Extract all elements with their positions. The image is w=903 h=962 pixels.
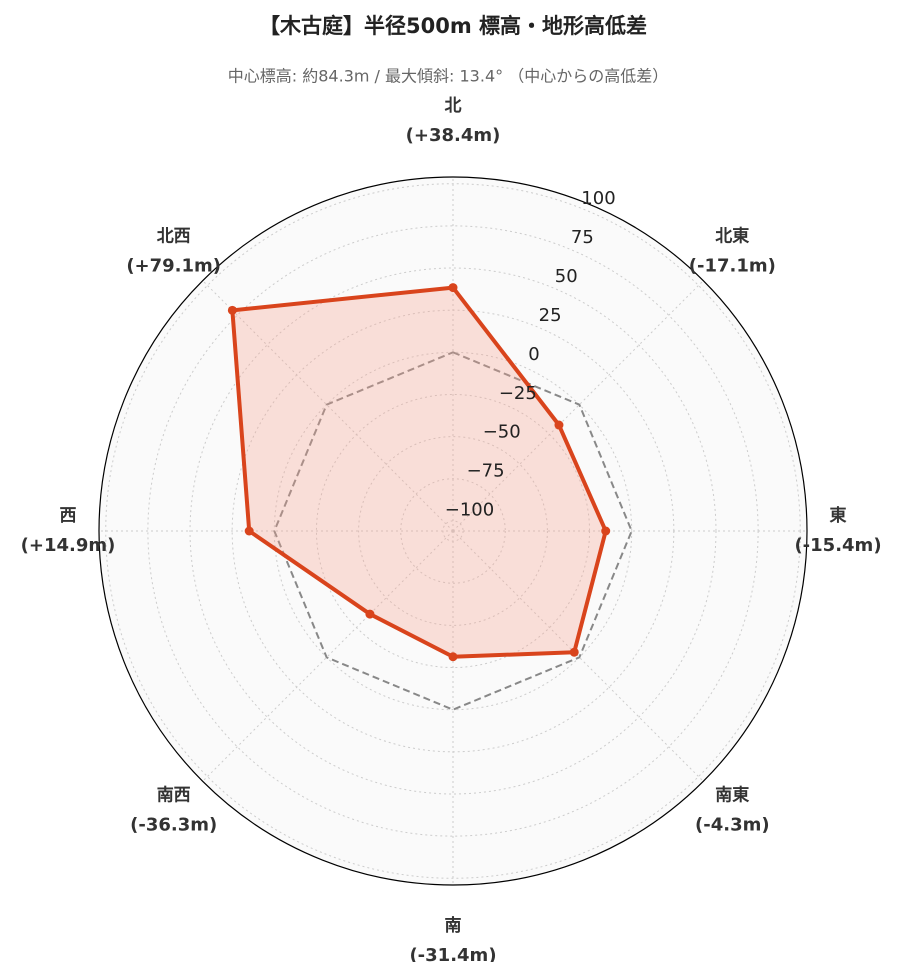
category-label: 西 <box>60 506 77 526</box>
data-point <box>365 609 375 619</box>
grid-circle <box>400 478 506 584</box>
data-point <box>448 283 458 293</box>
value-label: (-15.4m) <box>794 535 881 556</box>
category-label: 南西 <box>157 784 191 805</box>
value-label: (-31.4m) <box>409 945 496 962</box>
r-tick-label: −100 <box>445 500 494 521</box>
value-label: (-36.3m) <box>130 814 217 835</box>
grid-circle <box>105 183 801 879</box>
spoke <box>202 530 454 782</box>
r-tick-label: 100 <box>581 188 615 209</box>
value-label: (+14.9m) <box>21 535 116 556</box>
data-point <box>448 652 458 662</box>
spoke <box>452 530 704 782</box>
r-tick-label: 75 <box>571 227 594 248</box>
value-label: (+38.4m) <box>406 125 501 146</box>
grid-circle <box>358 436 548 626</box>
category-label: 北西 <box>157 227 191 247</box>
r-tick-label: 0 <box>528 344 539 365</box>
category-label: 北東 <box>715 226 749 247</box>
category-label: 南東 <box>715 784 749 805</box>
r-tick-label: −50 <box>483 422 521 443</box>
r-tick-label: 50 <box>555 266 578 287</box>
data-point <box>554 420 564 430</box>
r-tick-label: −25 <box>499 383 537 404</box>
data-point <box>601 526 611 536</box>
value-label: (-17.1m) <box>689 256 776 277</box>
grid-circle <box>189 267 717 795</box>
reference-line <box>273 351 633 711</box>
spoke <box>452 280 704 532</box>
spoke <box>202 280 454 532</box>
category-label: 北 <box>445 96 462 116</box>
value-label: (+79.1m) <box>126 256 221 277</box>
chart-subtitle: 中心標高: 約84.3m / 最大傾斜: 13.4° （中心からの高低差） <box>228 67 668 86</box>
data-point <box>569 647 579 657</box>
data-point <box>227 305 237 315</box>
chart-title: 【木古庭】半径500m 標高・地形高低差 <box>259 14 647 38</box>
r-tick-label: −75 <box>467 461 505 482</box>
r-tick-label: 25 <box>539 305 562 326</box>
data-point <box>244 526 254 536</box>
category-label: 東 <box>830 505 847 526</box>
value-label: (-4.3m) <box>695 814 770 835</box>
category-label: 南 <box>445 915 462 936</box>
